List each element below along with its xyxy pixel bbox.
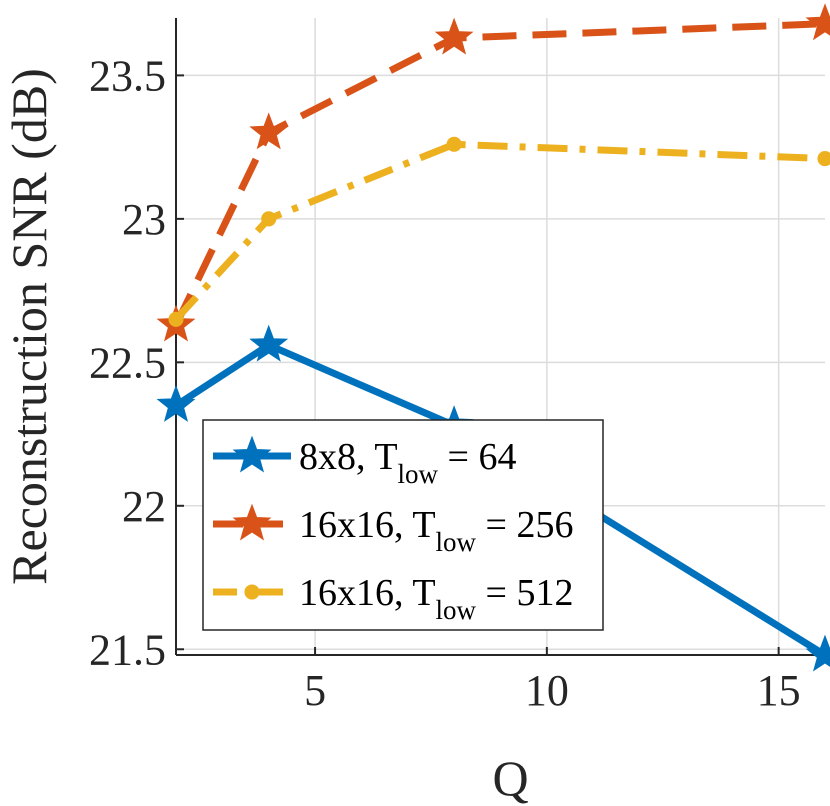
legend-label: 8x8, Tlow = 64 (299, 436, 516, 489)
legend-marker (232, 503, 272, 541)
data-point (434, 17, 474, 55)
legend-entry-3: 16x16, Tlow = 512 (213, 572, 573, 625)
x-axis-label: Q (492, 750, 528, 806)
series-line (173, 140, 826, 322)
series-line (174, 341, 827, 658)
data-point (805, 3, 830, 41)
data-point (805, 634, 830, 672)
tick-labels: 5 10 15 21.5 22 22.5 23 23.5 (89, 51, 801, 715)
data-point (156, 384, 196, 422)
data-point (168, 311, 184, 327)
y-tick-label: 23 (122, 195, 166, 244)
legend-entry-2: 16x16, Tlow = 256 (213, 503, 573, 557)
y-tick-label: 22 (122, 482, 166, 531)
axes (175, 18, 825, 656)
legend-entry-1: 8x8, Tlow = 64 (213, 435, 516, 489)
legend-marker (232, 435, 272, 473)
y-axis-label: Reconstruction SNR (dB) (1, 68, 57, 585)
series-line (172, 20, 826, 327)
y-tick-label: 21.5 (89, 625, 166, 674)
data-point (817, 151, 830, 167)
x-tick-label: 5 (304, 666, 326, 715)
data-point (249, 324, 289, 362)
y-tick-label: 23.5 (89, 51, 166, 100)
series-3 (168, 136, 830, 327)
data-point (249, 112, 289, 150)
legend-marker (244, 584, 260, 600)
data-point (446, 136, 462, 152)
series-2 (156, 3, 830, 342)
y-tick-label: 22.5 (89, 338, 166, 387)
data-point (261, 211, 277, 227)
legend: 8x8, Tlow = 64 16x16, Tlow = 256 16x16, Tl… (202, 419, 604, 631)
legend-label: 16x16, Tlow = 512 (299, 572, 573, 625)
legend-label: 16x16, Tlow = 256 (299, 504, 573, 557)
x-tick-label: 15 (757, 666, 801, 715)
x-tick-label: 10 (525, 666, 569, 715)
